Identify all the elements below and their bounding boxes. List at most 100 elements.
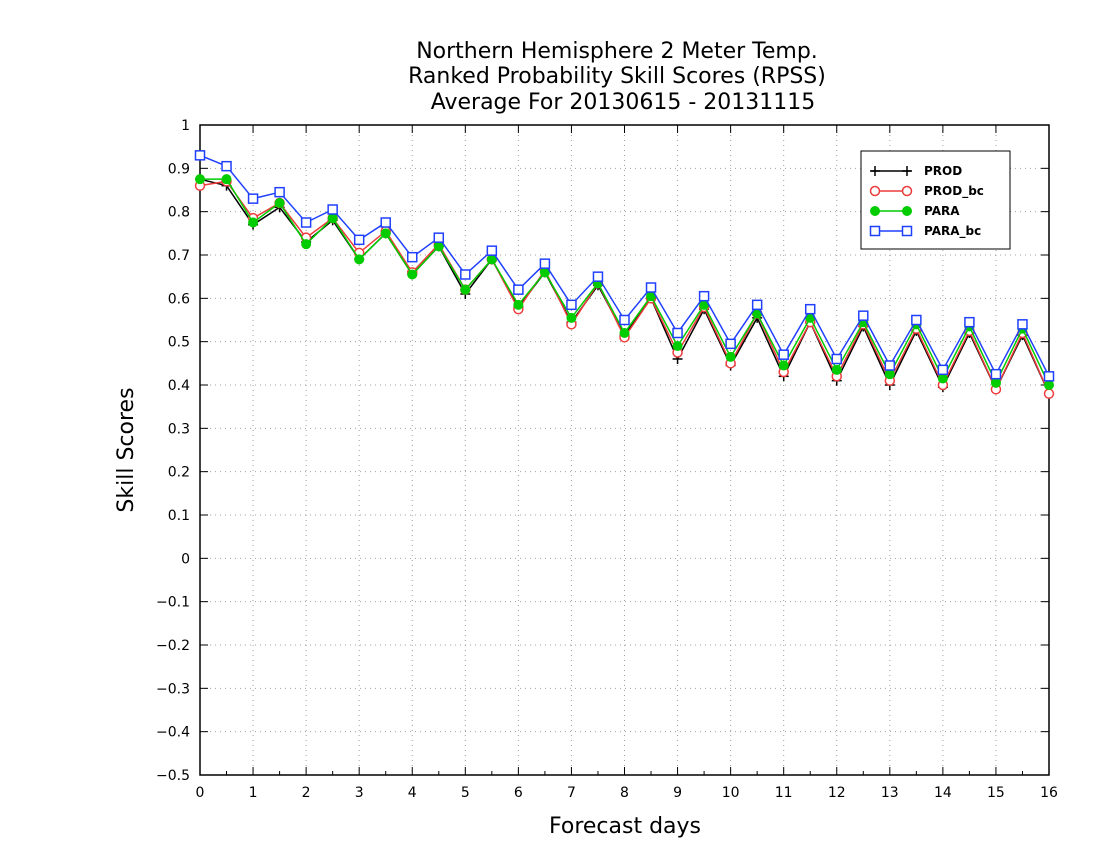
legend-marker [902, 166, 912, 176]
legend-marker [870, 206, 880, 216]
x-tick-label: 7 [567, 785, 576, 801]
legend-marker [901, 185, 913, 197]
legend-entry-para-bc: PARA_bc [869, 224, 981, 239]
x-tick-label: 6 [514, 785, 523, 801]
data-point-para [221, 174, 232, 185]
grid [200, 125, 1049, 775]
y-tick-label: 0.4 [168, 378, 190, 394]
x-tick-label: 14 [934, 785, 952, 801]
data-point-para-bc [911, 314, 922, 326]
data-point-para-bc [884, 360, 896, 371]
x-tick-label: 2 [302, 785, 311, 801]
data-point-para [619, 328, 630, 338]
data-point-para [248, 217, 259, 228]
data-point-para-bc [353, 234, 365, 246]
y-tick-label: 0.3 [168, 421, 190, 437]
data-point-prod-bc [1043, 388, 1055, 399]
data-point-para-bc [725, 338, 736, 350]
data-point-para-bc [592, 271, 604, 282]
x-tick-label: 9 [673, 785, 682, 801]
axes: 0 1 2 3 4 5 6 7 8 9 10 11 12 13 14 15 16−0.5−0.4−0.3−0.2… [156, 118, 1058, 801]
x-tick-label: 3 [355, 785, 364, 801]
legend-marker [870, 166, 880, 176]
data-point-para [327, 213, 338, 224]
data-point-para [380, 228, 391, 239]
y-tick-label: −0.2 [156, 638, 190, 654]
data-point-para-bc [221, 160, 232, 172]
data-point-para [195, 174, 205, 185]
legend-marker [901, 225, 913, 237]
y-tick-label: 0 [181, 551, 190, 567]
y-tick-label: 0.1 [168, 508, 190, 524]
data-point-para [672, 341, 683, 351]
legend-entry-prod: PROD [870, 164, 962, 178]
data-point-para [725, 351, 736, 362]
x-axis-label: Forecast days [549, 814, 701, 839]
data-point-para-bc [964, 316, 975, 328]
chart-title: Northern Hemisphere 2 Meter Temp. Ranked… [408, 39, 826, 115]
data-point-para-bc [433, 232, 445, 243]
legend-label: PROD [924, 164, 962, 178]
data-point-para-bc [247, 193, 259, 204]
data-point-para-bc [407, 251, 418, 263]
x-tick-label: 12 [828, 785, 846, 801]
data-point-para [513, 299, 524, 310]
series-para-bc [194, 150, 1055, 382]
series-para [195, 174, 1054, 390]
legend-entry-prod-bc: PROD_bc [869, 184, 984, 199]
y-tick-label: −0.4 [156, 725, 190, 741]
x-tick-label: 1 [249, 785, 258, 801]
series [194, 150, 1055, 399]
data-point-para-bc [486, 245, 498, 256]
x-tick-label: 4 [408, 785, 417, 801]
y-tick-label: 0.7 [168, 248, 190, 264]
x-tick-label: 15 [987, 785, 1005, 801]
data-point-para-bc [1017, 319, 1028, 330]
data-point-para-bc [751, 299, 763, 311]
legend-marker [869, 225, 881, 237]
data-point-para-bc [858, 310, 869, 321]
data-point-para-bc [645, 282, 657, 293]
y-tick-label: 0.9 [168, 161, 190, 177]
legend-entry-para: PARA [870, 204, 960, 218]
data-point-para-bc [937, 364, 949, 376]
x-tick-label: 16 [1040, 785, 1058, 801]
data-point-para-bc [831, 353, 842, 365]
legend-marker [869, 185, 881, 197]
data-point-para-bc [327, 204, 338, 215]
data-point-para [354, 254, 365, 265]
x-tick-label: 13 [881, 785, 899, 801]
title-line-3: Average For 20130615 - 20131115 [431, 90, 816, 115]
y-tick-label: −0.5 [156, 768, 190, 784]
data-point-para-bc [990, 368, 1002, 380]
data-point-para-bc [300, 217, 312, 228]
data-point-para-bc [672, 327, 683, 339]
legend-label: PROD_bc [924, 184, 984, 199]
data-point-para [990, 377, 1001, 388]
data-point-para-bc [698, 290, 710, 302]
legend-label: PARA [924, 204, 960, 218]
legend-marker [902, 206, 912, 216]
data-point-para-bc [539, 258, 551, 269]
data-point-para-bc [513, 284, 524, 295]
y-tick-label: −0.3 [156, 681, 190, 697]
data-point-para-bc [1043, 371, 1055, 382]
data-point-para-bc [778, 349, 789, 360]
x-tick-label: 8 [620, 785, 629, 801]
data-point-para-bc [566, 299, 577, 311]
y-tick-label: 0.6 [168, 291, 190, 307]
data-point-para-bc [460, 269, 471, 280]
y-tick-label: 0.2 [168, 465, 190, 481]
data-point-para [937, 373, 948, 384]
data-point-para-bc [380, 217, 391, 228]
data-point-para [884, 369, 895, 380]
data-point-para [831, 364, 842, 375]
x-tick-label: 0 [196, 785, 205, 801]
title-line-2: Ranked Probability Skill Scores (RPSS) [408, 64, 826, 89]
data-point-para-bc [804, 303, 816, 315]
legend: PROD PROD_bc PARA PARA_bc [860, 150, 1011, 250]
data-point-para [407, 269, 418, 280]
data-point-para [274, 198, 285, 208]
legend-label: PARA_bc [924, 224, 981, 239]
